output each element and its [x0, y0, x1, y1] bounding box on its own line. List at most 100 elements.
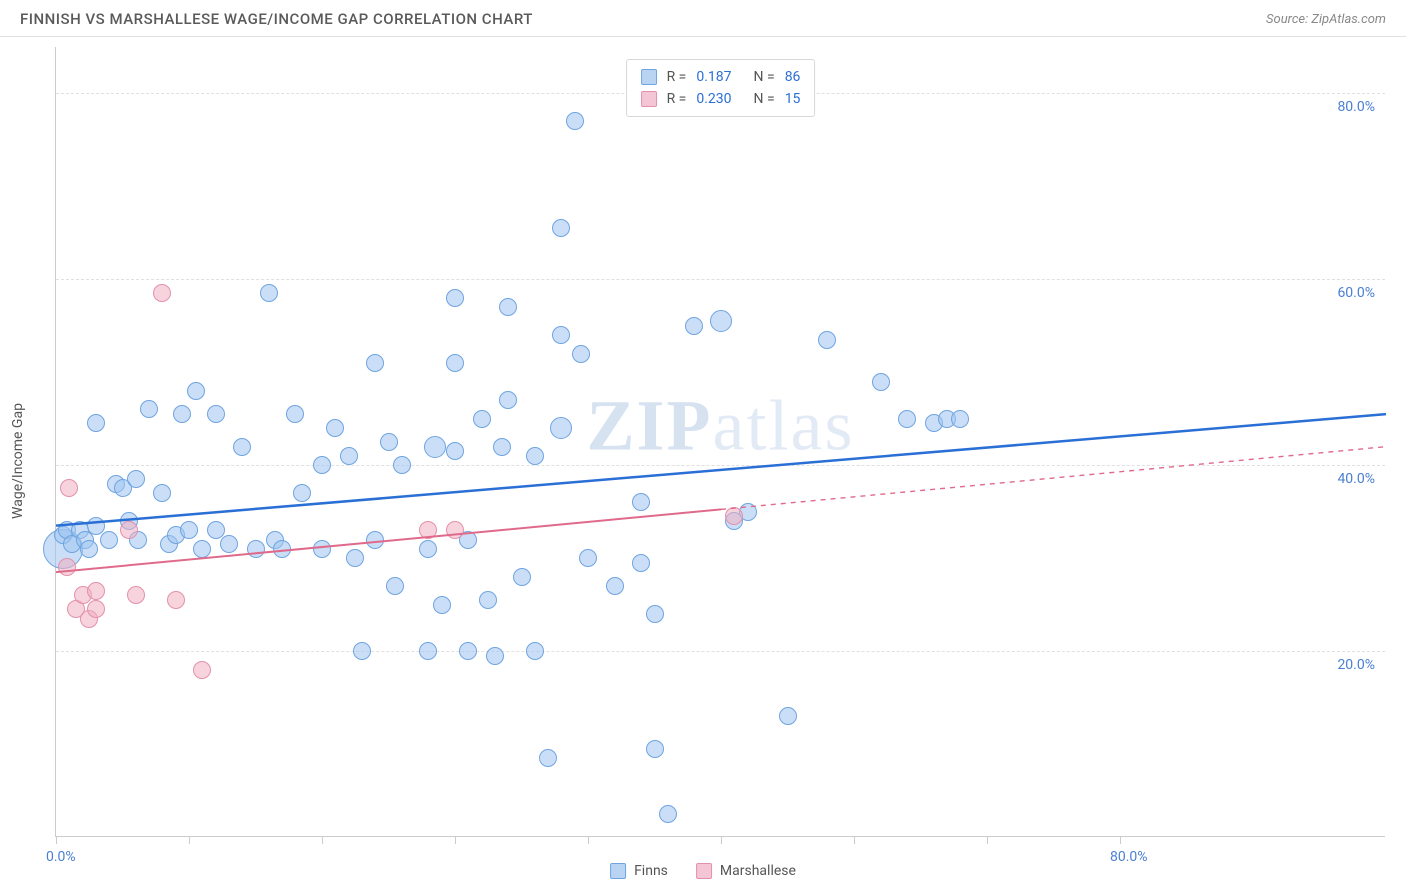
scatter-point-finns	[473, 410, 491, 428]
scatter-point-finns	[260, 284, 278, 302]
scatter-point-finns	[153, 484, 171, 502]
scatter-point-finns	[207, 405, 225, 423]
scatter-point-finns	[386, 577, 404, 595]
scatter-point-finns	[526, 447, 544, 465]
scatter-point-finns	[606, 577, 624, 595]
scatter-point-finns	[140, 400, 158, 418]
y-axis-label: 40.0%	[1337, 471, 1375, 487]
scatter-point-finns	[499, 298, 517, 316]
scatter-point-finns	[539, 749, 557, 767]
scatter-point-finns	[632, 554, 650, 572]
swatch-finns-icon	[610, 863, 626, 879]
scatter-point-finns	[486, 647, 504, 665]
scatter-point-marshallese	[193, 661, 211, 679]
scatter-point-finns	[193, 540, 211, 558]
scatter-point-finns	[340, 447, 358, 465]
x-axis-tick	[721, 836, 722, 844]
scatter-point-finns	[419, 642, 437, 660]
scatter-point-finns	[273, 540, 291, 558]
x-axis-label: 80.0%	[1110, 849, 1148, 865]
scatter-point-finns	[247, 540, 265, 558]
scatter-point-finns	[366, 531, 384, 549]
stats-box: R = 0.187 N = 86R = 0.230 N = 15	[626, 59, 816, 117]
scatter-point-finns	[220, 535, 238, 553]
n-value: 15	[785, 88, 801, 110]
chart-area: Wage/Income Gap 20.0%40.0%60.0%80.0%0.0%…	[0, 37, 1406, 885]
scatter-point-finns	[433, 596, 451, 614]
scatter-point-finns	[659, 805, 677, 823]
scatter-point-finns	[393, 456, 411, 474]
trendline-marshallese	[56, 509, 721, 572]
legend-item-marshallese: Marshallese	[696, 863, 796, 879]
scatter-point-finns	[479, 591, 497, 609]
scatter-point-finns	[710, 310, 732, 332]
scatter-point-finns	[552, 326, 570, 344]
x-axis-label: 0.0%	[46, 849, 76, 865]
stats-row-marshallese: R =0.230N =15	[641, 88, 801, 110]
r-value: 0.187	[696, 66, 731, 88]
scatter-point-finns	[180, 521, 198, 539]
x-axis-tick	[56, 836, 57, 844]
r-label: R =	[667, 66, 687, 88]
scatter-point-finns	[313, 540, 331, 558]
scatter-point-finns	[293, 484, 311, 502]
scatter-point-finns	[380, 433, 398, 451]
scatter-point-finns	[579, 549, 597, 567]
scatter-point-finns	[646, 605, 664, 623]
trendline-marshallese-projected	[721, 447, 1386, 510]
scatter-plot: 20.0%40.0%60.0%80.0%0.0%80.0%ZIPatlasR =…	[55, 47, 1385, 837]
scatter-point-finns	[173, 405, 191, 423]
scatter-point-marshallese	[446, 521, 464, 539]
scatter-point-finns	[187, 382, 205, 400]
scatter-point-finns	[366, 354, 384, 372]
y-axis-label: 80.0%	[1337, 99, 1375, 115]
source-attribution: Source: ZipAtlas.com	[1266, 12, 1386, 27]
x-axis-tick	[987, 836, 988, 844]
scatter-point-marshallese	[58, 558, 76, 576]
scatter-point-finns	[818, 331, 836, 349]
r-label: R =	[667, 88, 687, 110]
scatter-point-finns	[100, 531, 118, 549]
x-axis-tick	[588, 836, 589, 844]
legend-item-finns: Finns	[610, 863, 668, 879]
scatter-point-finns	[632, 493, 650, 511]
n-label: N =	[754, 66, 775, 88]
swatch-marshallese-icon	[696, 863, 712, 879]
legend-label-finns: Finns	[634, 863, 668, 879]
scatter-point-finns	[493, 438, 511, 456]
scatter-point-marshallese	[153, 284, 171, 302]
scatter-point-marshallese	[419, 521, 437, 539]
scatter-point-finns	[499, 391, 517, 409]
n-value: 86	[785, 66, 801, 88]
gridline-h	[56, 279, 1385, 280]
scatter-point-marshallese	[725, 507, 743, 525]
r-value: 0.230	[696, 88, 731, 110]
y-axis-label: 20.0%	[1337, 657, 1375, 673]
x-axis-tick	[854, 836, 855, 844]
scatter-point-finns	[87, 414, 105, 432]
stats-row-finns: R = 0.187 N = 86	[641, 66, 801, 88]
scatter-point-finns	[646, 740, 664, 758]
scatter-point-marshallese	[127, 586, 145, 604]
scatter-point-finns	[80, 540, 98, 558]
scatter-point-finns	[513, 568, 531, 586]
y-axis-label: 60.0%	[1337, 285, 1375, 301]
chart-header: FINNISH VS MARSHALLESE WAGE/INCOME GAP C…	[0, 0, 1406, 37]
scatter-point-finns	[685, 317, 703, 335]
gridline-h	[56, 651, 1385, 652]
scatter-point-finns	[313, 456, 331, 474]
scatter-point-finns	[566, 112, 584, 130]
scatter-point-finns	[419, 540, 437, 558]
scatter-point-finns	[446, 289, 464, 307]
scatter-point-finns	[424, 436, 446, 458]
scatter-point-finns	[446, 354, 464, 372]
legend-label-marshallese: Marshallese	[720, 863, 796, 879]
scatter-point-finns	[326, 419, 344, 437]
x-axis-tick	[1120, 836, 1121, 844]
scatter-point-finns	[286, 405, 304, 423]
scatter-point-marshallese	[167, 591, 185, 609]
scatter-point-marshallese	[120, 521, 138, 539]
scatter-point-finns	[346, 549, 364, 567]
swatch-finns-icon	[641, 69, 657, 85]
x-axis-tick	[322, 836, 323, 844]
